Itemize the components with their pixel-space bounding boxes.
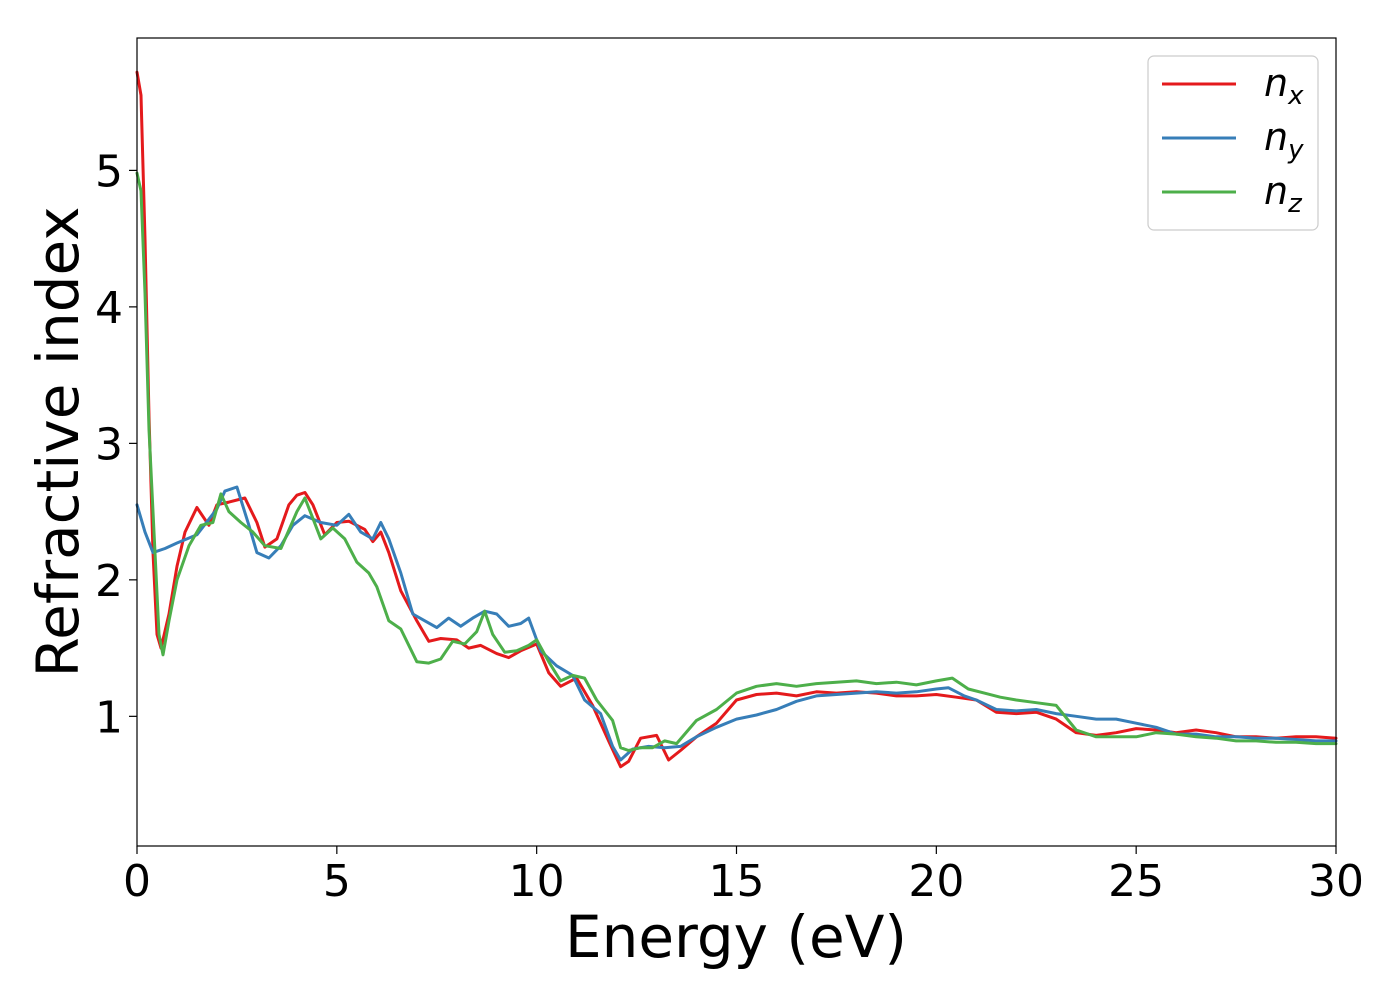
y-tick-label: 5 [95,146,123,197]
legend-frame [1147,55,1319,231]
series-line-nx [135,70,1338,769]
x-axis: 0 5 10 15 20 25 30 [123,846,1364,907]
legend-label-subscript: y [1287,135,1304,165]
y-tick-label: 2 [95,556,123,607]
x-tick-label: 5 [323,856,351,907]
series-layer [135,70,1338,769]
x-tick-label: 20 [908,856,964,907]
x-axis-title: Energy (eV) [565,903,907,971]
legend-label-subscript: x [1287,81,1304,111]
y-tick-label: 3 [95,419,123,470]
x-tick-label: 10 [509,856,565,907]
legend-label-nz: nz [1264,169,1303,219]
x-tick-label: 0 [123,856,151,907]
legend-label-base: n [1264,169,1288,213]
y-tick-label: 1 [95,692,123,743]
legend-label-base: n [1264,115,1288,159]
y-tick-label: 4 [95,283,123,334]
x-tick-label: 25 [1108,856,1164,907]
x-tick-label: 15 [709,856,765,907]
y-axis-title: Refractive index [24,206,92,677]
legend-label-subscript: z [1287,189,1303,219]
series-line-ny [135,485,1338,762]
legend-label-base: n [1264,61,1288,105]
legend-label-nx: nx [1264,61,1304,111]
plot-background [137,38,1336,846]
x-tick-label: 30 [1308,856,1364,907]
y-axis: 1 2 3 4 5 [95,146,137,743]
series-line-nz [135,171,1338,752]
legend-label-ny: ny [1264,115,1304,165]
